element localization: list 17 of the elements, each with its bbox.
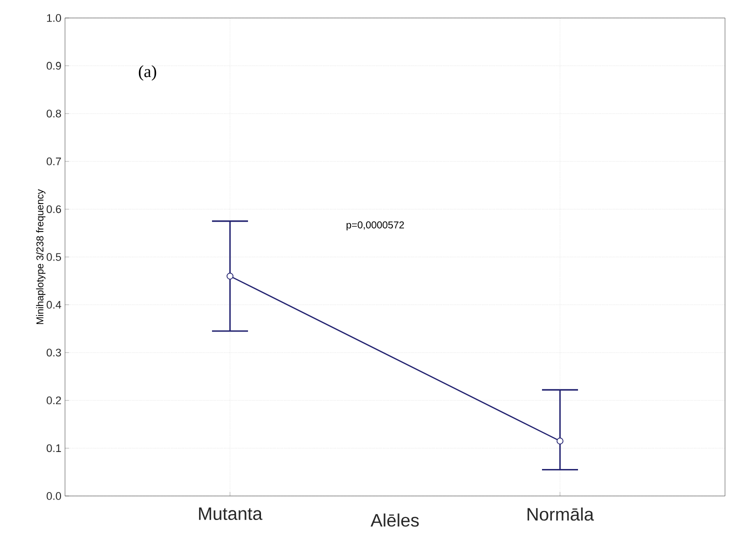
- annotation: (a): [138, 65, 156, 81]
- y-tick-label: 0.0: [46, 492, 62, 500]
- x-tick-label: Mutanta: [199, 508, 262, 520]
- annotation: p=0,0000572: [346, 221, 404, 230]
- x-axis-title: Alēles: [370, 514, 419, 527]
- y-tick-label: 0.8: [46, 110, 62, 118]
- y-tick-label: 0.2: [46, 396, 61, 404]
- y-tick-label: 0.5: [46, 253, 62, 261]
- y-axis-title: Minihaplotype 3/238 frequency: [36, 189, 46, 324]
- y-tick-label: 0.9: [46, 62, 61, 70]
- y-tick-label: 0.1: [46, 444, 61, 452]
- y-tick-label: 1.0: [47, 14, 62, 22]
- y-tick-label: 0.7: [46, 158, 61, 166]
- y-tick-label: 0.6: [46, 205, 62, 214]
- y-tick-label: 0.3: [46, 348, 62, 356]
- y-tick-label: 0.4: [46, 300, 62, 309]
- x-tick-label: Normāla: [528, 508, 594, 521]
